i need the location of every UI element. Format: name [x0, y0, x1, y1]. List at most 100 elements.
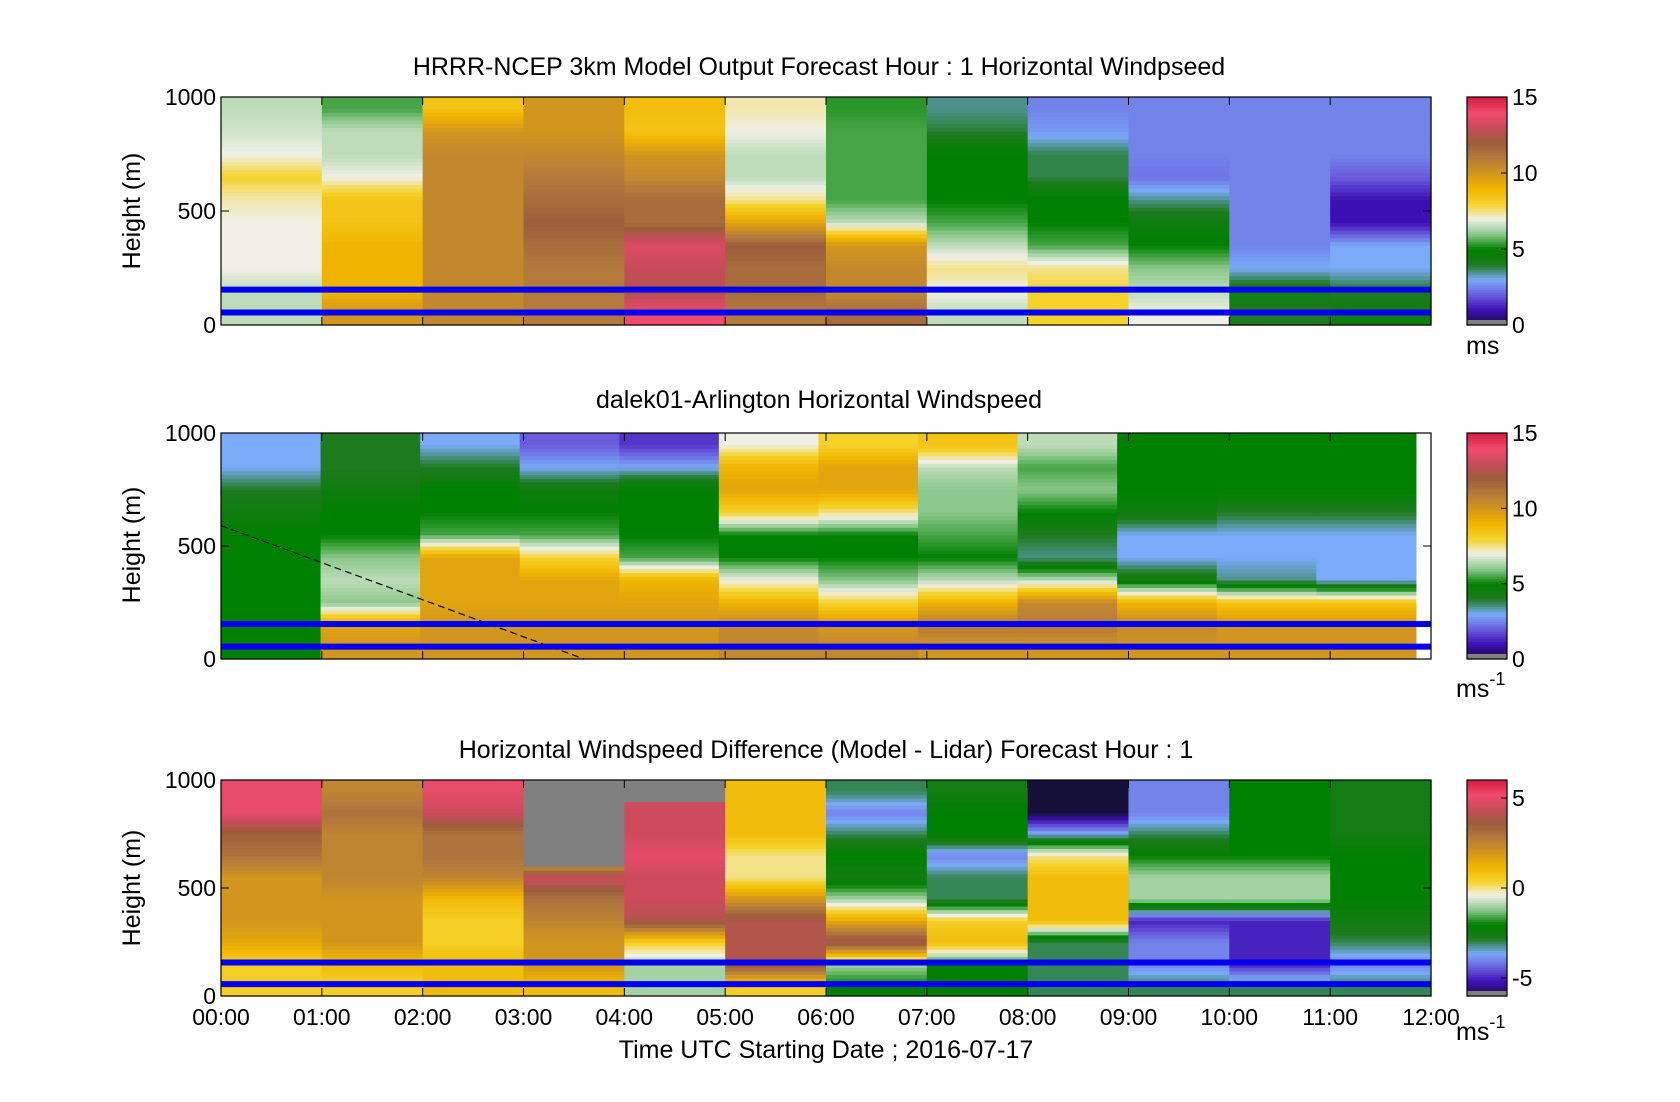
heatmap-cell [926, 313, 1029, 318]
heatmap-cell [918, 610, 1019, 615]
heatmap-cell [926, 268, 1029, 273]
heatmap-cell [420, 515, 521, 521]
heatmap-cell [523, 974, 625, 979]
heatmap-cell [1128, 294, 1230, 299]
heatmap-cell [420, 463, 521, 468]
heatmap-cell [619, 538, 720, 543]
heatmap-cell [321, 967, 424, 972]
heatmap-cell [221, 515, 322, 521]
heatmap-cell [519, 549, 620, 555]
colorbar-swatch [1467, 840, 1507, 843]
heatmap-cell [725, 855, 827, 860]
heatmap-cell [320, 647, 421, 653]
heatmap-cell [1216, 579, 1317, 585]
colorbar-swatch [1467, 909, 1507, 913]
heatmap-cell [420, 564, 521, 570]
colorbar-swatch [1467, 528, 1507, 532]
heatmap-cell [523, 100, 625, 106]
heatmap-cell [523, 256, 625, 261]
heatmap-cell [624, 834, 726, 839]
heatmap-cell [1330, 127, 1432, 132]
heatmap-cell [1229, 321, 1331, 326]
heatmap-cell [624, 249, 726, 254]
heatmap-cell [321, 264, 424, 269]
heatmap-cell [826, 834, 928, 839]
heatmap-cell [1316, 493, 1417, 498]
heatmap-cell [1027, 837, 1130, 842]
heatmap-cell [1316, 519, 1417, 524]
heatmap-cell [1128, 967, 1230, 972]
heatmap-cell [523, 967, 625, 972]
colorbar-swatch [1467, 249, 1507, 253]
heatmap-cell [321, 188, 424, 193]
heatmap-cell [1229, 233, 1331, 239]
colorbar-swatch [1467, 558, 1507, 562]
heatmap-cell [1316, 504, 1417, 509]
heatmap-cell [1128, 841, 1230, 846]
y-tick-label: 0 [203, 312, 216, 338]
heatmap-cell [1027, 283, 1130, 288]
colorbar-swatch [1467, 132, 1507, 136]
colorbar-swatch [1467, 450, 1507, 454]
heatmap-cell [1117, 640, 1218, 645]
heatmap-cell [523, 138, 625, 144]
heatmap-cell [1027, 819, 1130, 824]
heatmap-cell [523, 913, 625, 918]
heatmap-cell [1229, 780, 1331, 785]
heatmap-cell [725, 938, 827, 943]
heatmap-cell [1330, 790, 1432, 795]
heatmap-cell [1027, 119, 1130, 125]
heatmap-cell [1229, 898, 1331, 903]
heatmap-cell [818, 602, 919, 607]
heatmap-cell [1128, 218, 1230, 223]
heatmap-cell [221, 173, 323, 178]
heatmap-cell [221, 119, 323, 125]
heatmap-cell [926, 97, 1029, 102]
heatmap-cell [519, 647, 620, 653]
heatmap-cell [1027, 188, 1130, 193]
colorbar-swatch [1467, 808, 1507, 812]
heatmap-cell [422, 970, 525, 975]
panel-3-unit-exponent: -1 [1489, 1012, 1505, 1032]
heatmap-cell [221, 640, 322, 645]
heatmap-cell [420, 602, 521, 607]
heatmap-cell [221, 222, 323, 227]
heatmap-cell [422, 313, 525, 318]
heatmap-cell [321, 952, 424, 957]
heatmap-cell [826, 249, 928, 254]
heatmap-cell [818, 632, 919, 637]
heatmap-cell [422, 855, 525, 860]
heatmap-cell [420, 478, 521, 483]
heatmap-cell [1027, 974, 1130, 979]
heatmap-cell [624, 131, 726, 136]
heatmap-cell [826, 920, 928, 925]
heatmap-cell [1128, 877, 1230, 882]
colorbar-swatch [1467, 794, 1507, 798]
heatmap-cell [320, 433, 421, 438]
heatmap-cell [926, 924, 1029, 929]
heatmap-cell [818, 613, 919, 619]
colorbar-swatch [1467, 811, 1507, 815]
heatmap-cell [826, 256, 928, 261]
colorbar-swatch [1467, 500, 1507, 504]
heatmap-cell [1117, 436, 1218, 442]
colorbar-swatch [1467, 498, 1507, 502]
colorbar-swatch [1467, 626, 1507, 630]
heatmap-cell [1316, 625, 1417, 630]
heatmap-cell [321, 985, 424, 990]
heatmap-cell [420, 591, 521, 596]
heatmap-cell [926, 237, 1029, 242]
heatmap-cell [926, 207, 1029, 212]
colorbar-swatch [1467, 142, 1507, 146]
heatmap-cell [1216, 436, 1317, 442]
heatmap-cell [725, 230, 827, 235]
heatmap-cell [619, 561, 720, 566]
heatmap-cell [420, 466, 521, 472]
heatmap-cell [1128, 173, 1230, 178]
heatmap-cell [1229, 956, 1331, 961]
heatmap-cell [1330, 123, 1432, 128]
heatmap-cell [1316, 632, 1417, 637]
heatmap-cell [523, 830, 625, 835]
heatmap-cell [624, 852, 726, 857]
